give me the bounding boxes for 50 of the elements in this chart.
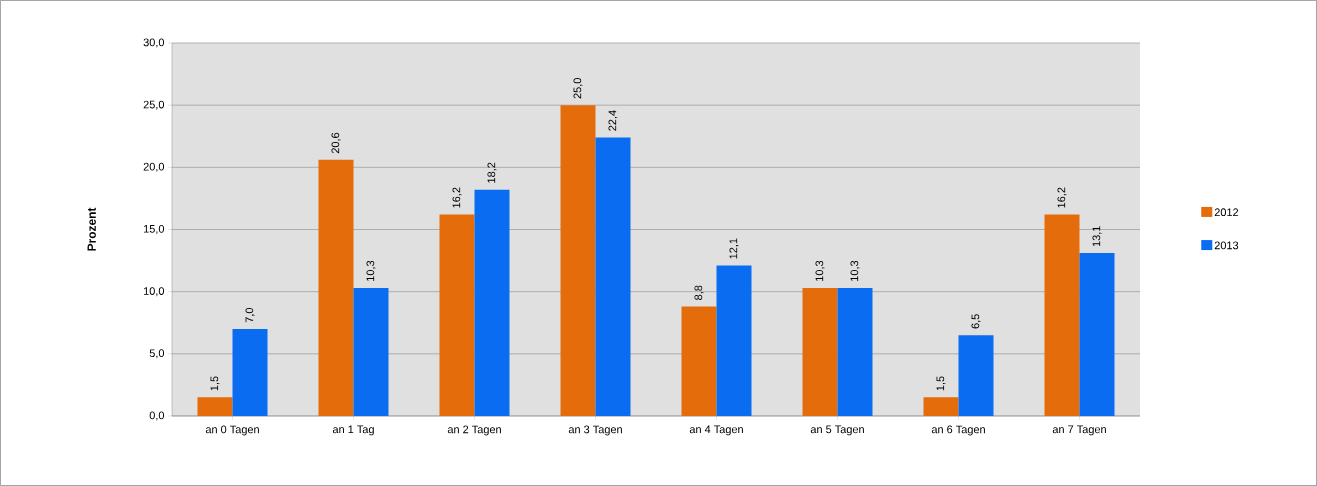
bar [681,306,717,416]
data-label: 10,3 [366,260,376,281]
y-tick-label: 30,0 [143,38,165,48]
data-label: 25,0 [573,78,583,99]
bar [1079,253,1115,416]
y-tick-label: 5,0 [149,349,165,359]
bar [837,287,873,416]
data-label: 20,6 [331,132,341,154]
data-label: 6,5 [971,314,981,329]
data-label: 18,2 [487,162,497,183]
data-label: 12,1 [729,238,739,259]
x-tick-label: an 0 Tagen [205,425,259,436]
x-tick-label: an 5 Tagen [810,425,864,436]
bar [595,137,631,416]
bar [439,214,475,416]
y-tick-label: 10,0 [143,287,165,297]
data-label: 7,0 [245,307,255,323]
data-label: 1,5 [936,376,946,391]
y-tick-label: 20,0 [143,162,165,172]
x-tick-label: an 2 Tagen [447,425,501,436]
y-tick-label: 25,0 [143,100,165,110]
data-label: 22,4 [608,110,618,131]
bar [923,397,959,416]
x-tick-label: an 3 Tagen [568,425,622,436]
x-tick-label: an 1 Tag [332,425,374,436]
bar [353,287,389,416]
y-axis-title: Prozent [87,207,96,251]
bar [1044,214,1080,416]
data-label: 1,5 [210,376,220,391]
bar [232,328,268,416]
data-label: 8,8 [694,285,704,300]
bar [474,189,510,416]
bar [560,105,596,416]
bar [197,397,233,416]
bar [318,159,354,416]
x-tick-label: an 7 Tagen [1052,425,1106,436]
y-tick-label: 0,0 [149,411,165,421]
x-tick-label: an 6 Tagen [931,425,985,436]
bar [802,287,838,416]
data-label: 10,3 [815,260,825,281]
data-label: 10,3 [850,260,860,281]
data-label: 16,2 [452,187,462,208]
x-tick-label: an 4 Tagen [689,425,743,436]
y-tick-label: 15,0 [143,224,165,235]
legend-label: 2012 [1214,208,1239,217]
data-label: 16,2 [1057,187,1067,208]
data-label: 13,1 [1092,226,1102,247]
bar [958,335,994,416]
legend-label: 2013 [1214,241,1239,250]
bar [716,265,752,416]
